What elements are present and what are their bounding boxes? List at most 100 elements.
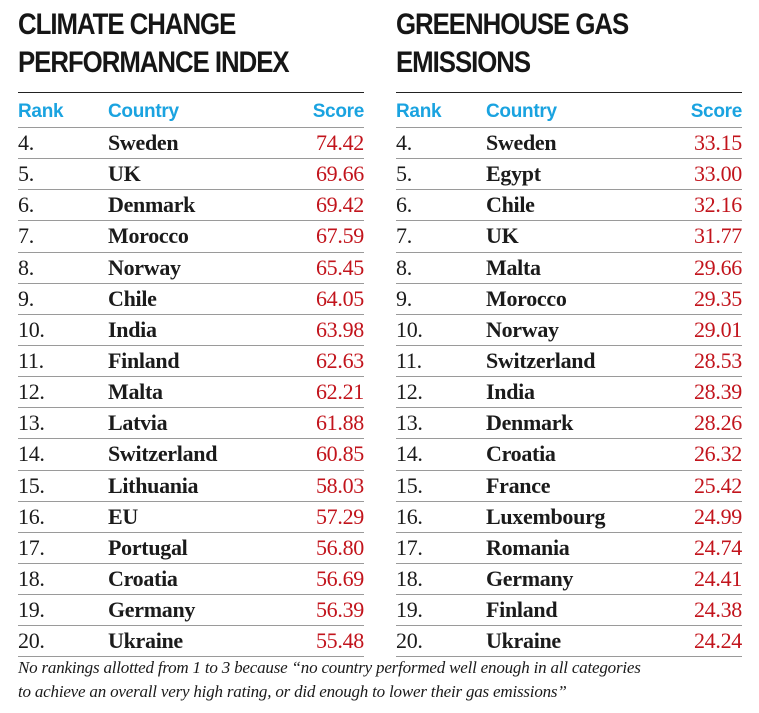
table-row: 6. Denmark 69.42 bbox=[18, 190, 364, 222]
ghg-header-score: Score bbox=[690, 101, 743, 122]
rank-cell: 20. bbox=[396, 628, 423, 654]
rank-cell: 18. bbox=[18, 566, 45, 592]
score-cell: 58.03 bbox=[315, 472, 364, 498]
country-cell: Norway bbox=[486, 316, 559, 342]
country-cell: Luxembourg bbox=[486, 503, 606, 529]
score-cell: 28.39 bbox=[693, 379, 742, 405]
table-row: 16. Luxembourg 24.99 bbox=[396, 502, 742, 533]
table-row: 16. EU 57.29 bbox=[18, 502, 364, 533]
country-cell: Lithuania bbox=[108, 472, 199, 498]
score-cell: 56.39 bbox=[315, 597, 364, 623]
rank-cell: 12. bbox=[396, 379, 423, 405]
table-row: 8. Norway 65.45 bbox=[18, 253, 364, 284]
table-row: 15. Lithuania 58.03 bbox=[18, 471, 364, 502]
country-cell: Switzerland bbox=[486, 348, 596, 374]
ghg-title-rule bbox=[396, 92, 742, 93]
score-cell: 25.42 bbox=[693, 472, 742, 498]
country-cell: Ukraine bbox=[486, 628, 561, 654]
table-row: 14. Croatia 26.32 bbox=[396, 439, 742, 471]
rank-cell: 18. bbox=[396, 566, 423, 592]
rank-cell: 13. bbox=[396, 410, 423, 436]
table-row: 12. Malta 62.21 bbox=[18, 377, 364, 409]
table-row: 4. Sweden 33.15 bbox=[396, 127, 742, 160]
table-row: 9. Chile 64.05 bbox=[18, 284, 364, 315]
country-cell: Switzerland bbox=[108, 441, 218, 467]
score-cell: 62.63 bbox=[315, 348, 364, 374]
ccpi-panel: CLIMATE CHANGE PERFORMANCE INDEX Rank Co… bbox=[18, 6, 364, 658]
score-cell: 24.99 bbox=[693, 503, 742, 529]
country-cell: India bbox=[108, 316, 157, 342]
country-cell: Sweden bbox=[108, 130, 179, 156]
rank-cell: 5. bbox=[18, 161, 34, 187]
score-cell: 29.66 bbox=[693, 254, 742, 280]
score-cell: 32.16 bbox=[693, 192, 742, 218]
country-cell: Ukraine bbox=[108, 628, 183, 654]
ccpi-title-line1: CLIMATE CHANGE bbox=[18, 8, 236, 41]
rank-cell: 4. bbox=[18, 130, 34, 156]
rank-cell: 13. bbox=[18, 410, 45, 436]
table-row: 12. India 28.39 bbox=[396, 377, 742, 409]
country-cell: Denmark bbox=[486, 410, 574, 436]
table-row: 17. Romania 24.74 bbox=[396, 533, 742, 564]
country-cell: Latvia bbox=[108, 410, 168, 436]
footnote-line1: No rankings allotted from 1 to 3 because… bbox=[18, 658, 641, 677]
table-row: 11. Finland 62.63 bbox=[18, 346, 364, 378]
rank-cell: 19. bbox=[396, 597, 423, 623]
score-cell: 26.32 bbox=[693, 441, 742, 467]
country-cell: UK bbox=[486, 223, 519, 249]
country-cell: Portugal bbox=[108, 534, 188, 560]
rank-cell: 14. bbox=[18, 441, 45, 467]
ghg-table-body: 4. Sweden 33.15 5. Egypt 33.00 6. Chile 32.16 7. U… bbox=[396, 127, 742, 658]
score-cell: 28.26 bbox=[693, 410, 742, 436]
country-cell: Germany bbox=[108, 597, 196, 623]
score-cell: 57.29 bbox=[315, 503, 364, 529]
table-row: 18. Croatia 56.69 bbox=[18, 564, 364, 596]
score-cell: 24.38 bbox=[693, 597, 742, 623]
table-row: 10. India 63.98 bbox=[18, 315, 364, 346]
country-cell: Finland bbox=[486, 597, 558, 623]
score-cell: 33.00 bbox=[693, 161, 742, 187]
table-row: 5. Egypt 33.00 bbox=[396, 159, 742, 191]
ghg-header-country: Country bbox=[486, 101, 557, 122]
table-row: 18. Germany 24.41 bbox=[396, 564, 742, 596]
rank-cell: 5. bbox=[396, 161, 412, 187]
table-row: 15. France 25.42 bbox=[396, 471, 742, 502]
country-cell: Denmark bbox=[108, 192, 196, 218]
table-row: 11. Switzerland 28.53 bbox=[396, 346, 742, 378]
table-row: 13. Denmark 28.26 bbox=[396, 408, 742, 440]
ghg-title: GREENHOUSE GAS EMISSIONS bbox=[396, 6, 694, 84]
rank-cell: 15. bbox=[396, 472, 423, 498]
score-cell: 24.24 bbox=[693, 628, 742, 654]
score-cell: 61.88 bbox=[315, 410, 364, 436]
table-row: 19. Finland 24.38 bbox=[396, 595, 742, 627]
table-row: 8. Malta 29.66 bbox=[396, 253, 742, 284]
country-cell: Sweden bbox=[486, 130, 557, 156]
country-cell: France bbox=[486, 472, 551, 498]
score-cell: 62.21 bbox=[315, 379, 364, 405]
ghg-header-rank: Rank bbox=[396, 101, 442, 122]
rank-cell: 8. bbox=[18, 254, 34, 280]
score-cell: 24.74 bbox=[693, 534, 742, 560]
score-cell: 29.35 bbox=[693, 285, 742, 311]
score-cell: 24.41 bbox=[693, 566, 742, 592]
country-cell: Finland bbox=[108, 348, 180, 374]
rank-cell: 4. bbox=[396, 130, 412, 156]
rank-cell: 16. bbox=[396, 503, 423, 529]
score-cell: 56.80 bbox=[315, 534, 364, 560]
rank-cell: 9. bbox=[18, 285, 34, 311]
table-row: 7. UK 31.77 bbox=[396, 221, 742, 253]
ghg-header-row: Rank Country Score bbox=[396, 97, 742, 127]
table-row: 4. Sweden 74.42 bbox=[18, 127, 364, 160]
table-row: 17. Portugal 56.80 bbox=[18, 533, 364, 564]
footnote: No rankings allotted from 1 to 3 because… bbox=[18, 656, 748, 704]
rank-cell: 20. bbox=[18, 628, 45, 654]
score-cell: 64.05 bbox=[315, 285, 364, 311]
table-row: 7. Morocco 67.59 bbox=[18, 221, 364, 253]
score-cell: 29.01 bbox=[693, 316, 742, 342]
country-cell: EU bbox=[108, 503, 138, 529]
country-cell: Croatia bbox=[486, 441, 556, 467]
ccpi-header-row: Rank Country Score bbox=[18, 97, 364, 127]
table-row: 5. UK 69.66 bbox=[18, 159, 364, 191]
country-cell: Morocco bbox=[108, 223, 189, 249]
table-row: 9. Morocco 29.35 bbox=[396, 284, 742, 315]
